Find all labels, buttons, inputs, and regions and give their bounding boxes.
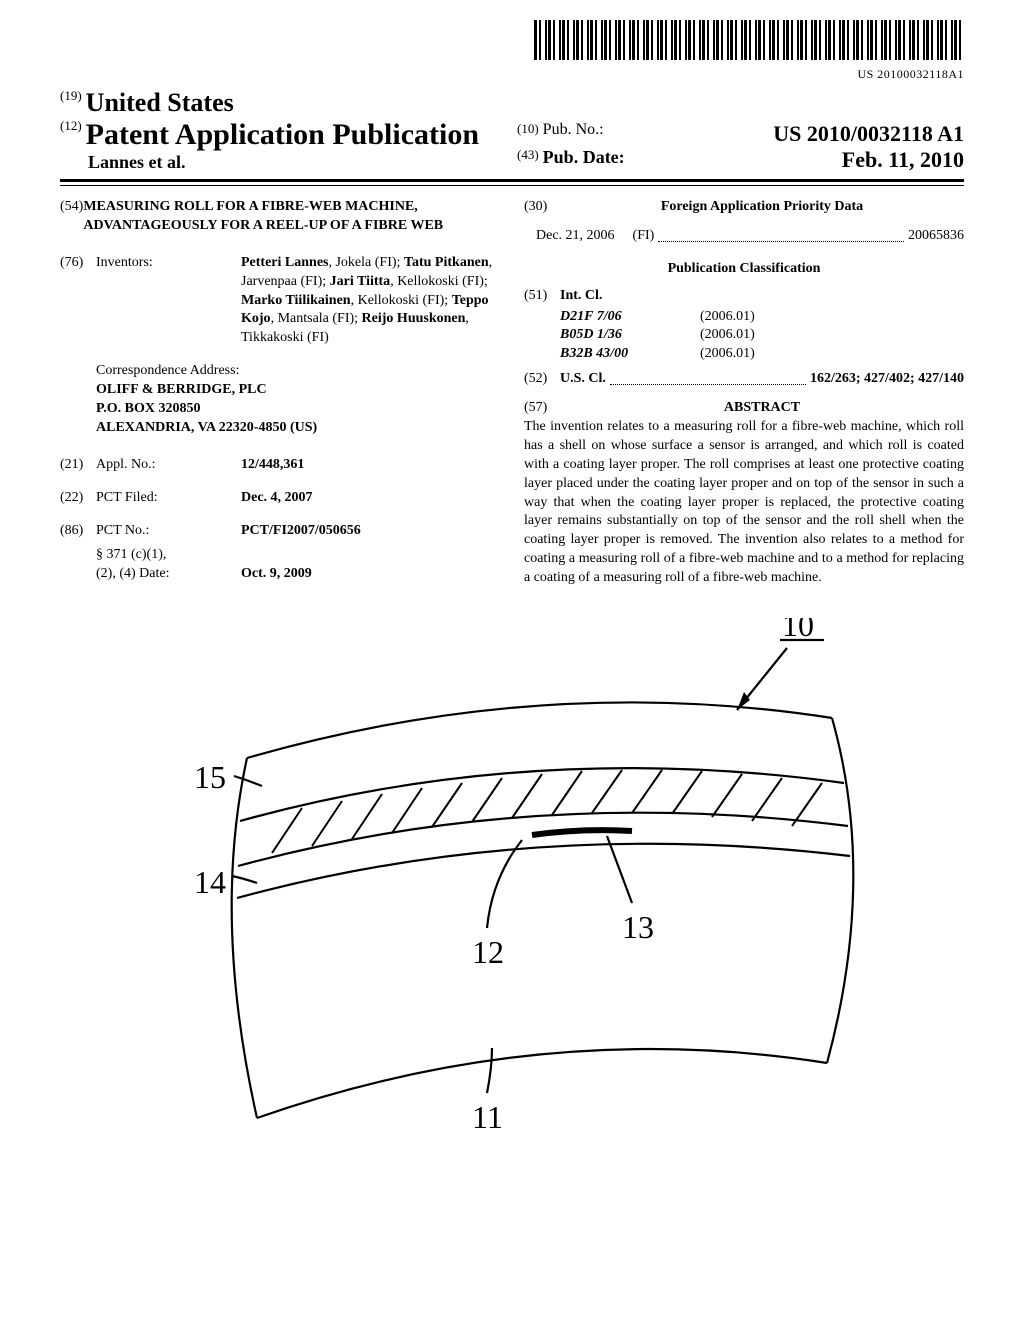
fig-label-11: 11	[472, 1099, 503, 1135]
foreign-heading-row: (30) Foreign Application Priority Data	[524, 198, 964, 217]
pubtype: Patent Application Publication	[86, 118, 479, 151]
intcl-label: Int. Cl.	[560, 287, 602, 306]
patent-page: US 20100032118A1 (19) United States (12)…	[0, 0, 1024, 1178]
applno-field: (21) Appl. No.: 12/448,361	[60, 456, 500, 475]
intcl-code: D21F 7/06	[560, 308, 700, 327]
country-num: (19)	[60, 88, 82, 103]
foreign-priority-row: Dec. 21, 2006 (FI) 20065836	[536, 227, 964, 246]
s371-spacer	[60, 546, 96, 584]
foreign-num: (30)	[524, 198, 560, 217]
pctno-num: (86)	[60, 522, 96, 541]
fig-label-12: 12	[472, 934, 504, 970]
left-column: (54) MEASURING ROLL FOR A FIBRE-WEB MACH…	[60, 198, 500, 598]
pctfiled: Dec. 4, 2007	[241, 489, 500, 508]
fig-label-15: 15	[194, 759, 226, 795]
abstract-num: (57)	[524, 399, 560, 418]
intcl-header: (51) Int. Cl.	[524, 287, 964, 306]
intcl-year: (2006.01)	[700, 326, 755, 345]
authors: Lannes et al.	[60, 152, 507, 173]
correspondence-block: Correspondence Address: OLIFF & BERRIDGE…	[96, 362, 500, 438]
uscl-row: (52) U.S. Cl. 162/263; 427/402; 427/140	[524, 370, 964, 389]
pubdate-label: Pub. Date:	[543, 147, 625, 167]
country-line: (19) United States	[60, 88, 507, 118]
intcl-code: B05D 1/36	[560, 326, 700, 345]
applno-num: (21)	[60, 456, 96, 475]
dots	[658, 231, 904, 242]
barcode-text: US 20100032118A1	[60, 67, 964, 82]
intcl-year: (2006.01)	[700, 345, 755, 364]
rule-thick	[60, 179, 964, 182]
uscl-num: (52)	[524, 370, 560, 389]
intcl-num: (51)	[524, 287, 560, 306]
barcode	[534, 20, 964, 60]
pubdate-num: (43)	[517, 147, 539, 162]
abstract-heading-row: (57) ABSTRACT	[524, 399, 964, 418]
pubno-num: (10)	[517, 121, 539, 136]
fig-label-14: 14	[194, 864, 226, 900]
inventors-field: (76) Inventors: Petteri Lannes, Jokela (…	[60, 254, 500, 348]
inventors-names: Petteri Lannes, Jokela (FI); Tatu Pitkan…	[241, 254, 500, 348]
foreign-date: Dec. 21, 2006	[536, 227, 615, 246]
dots2	[610, 374, 806, 385]
pubtype-num: (12)	[60, 118, 82, 133]
inventors-label: Inventors:	[96, 254, 241, 348]
pctno-label: PCT No.:	[96, 522, 241, 541]
columns: (54) MEASURING ROLL FOR A FIBRE-WEB MACH…	[60, 198, 964, 598]
intcl-year: (2006.01)	[700, 308, 755, 327]
header-left: (19) United States (12) Patent Applicati…	[60, 88, 507, 173]
intcl-row: D21F 7/06(2006.01)	[560, 308, 964, 327]
abstract-text: The invention relates to a measuring rol…	[524, 418, 964, 588]
foreign-cc: (FI)	[633, 227, 655, 246]
s371-date: Oct. 9, 2009	[241, 565, 500, 584]
correspondence-address: OLIFF & BERRIDGE, PLC P.O. BOX 320850 AL…	[96, 381, 500, 438]
invention-title: MEASURING ROLL FOR A FIBRE-WEB MACHINE, …	[83, 198, 500, 236]
applno: 12/448,361	[241, 456, 500, 475]
pctno-field: (86) PCT No.: PCT/FI2007/050656	[60, 522, 500, 541]
intcl-code: B32B 43/00	[560, 345, 700, 364]
rule-thin	[60, 185, 964, 186]
pubtype-line: (12) Patent Application Publication	[60, 118, 507, 152]
intcl-row: B32B 43/00(2006.01)	[560, 345, 964, 364]
foreign-app: 20065836	[908, 227, 964, 246]
applno-label: Appl. No.:	[96, 456, 241, 475]
foreign-heading: Foreign Application Priority Data	[560, 198, 964, 217]
pubclass-heading: Publication Classification	[524, 260, 964, 279]
right-column: (30) Foreign Application Priority Data D…	[524, 198, 964, 598]
pctno: PCT/FI2007/050656	[241, 522, 500, 541]
correspondence-label: Correspondence Address:	[96, 362, 500, 381]
invention-title-row: (54) MEASURING ROLL FOR A FIBRE-WEB MACH…	[60, 198, 500, 236]
pubno-label: Pub. No.:	[543, 121, 604, 138]
header-right: (10) Pub. No.: US 2010/0032118 A1 (43) P…	[507, 121, 964, 173]
barcode-block: US 20100032118A1	[60, 20, 964, 82]
figure-svg: 10 15 14 12 13 11	[132, 618, 892, 1138]
abstract-heading: ABSTRACT	[560, 399, 964, 418]
intcl-list: D21F 7/06(2006.01)B05D 1/36(2006.01)B32B…	[560, 308, 964, 365]
pubdate: Feb. 11, 2010	[842, 147, 964, 173]
uscl-label: U.S. Cl.	[560, 370, 606, 389]
fig-label-13: 13	[622, 909, 654, 945]
uscl: 162/263; 427/402; 427/140	[810, 370, 964, 389]
inventors-num: (76)	[60, 254, 96, 348]
pubno-line: (10) Pub. No.: US 2010/0032118 A1	[517, 121, 964, 139]
pctfiled-num: (22)	[60, 489, 96, 508]
country: United States	[86, 88, 234, 117]
intcl-row: B05D 1/36(2006.01)	[560, 326, 964, 345]
fig-label-10: 10	[782, 618, 814, 643]
pubdate-line: (43) Pub. Date: Feb. 11, 2010	[517, 147, 964, 168]
pctfiled-field: (22) PCT Filed: Dec. 4, 2007	[60, 489, 500, 508]
header-row: (19) United States (12) Patent Applicati…	[60, 88, 964, 173]
s371-label: § 371 (c)(1), (2), (4) Date:	[96, 546, 241, 584]
title-num: (54)	[60, 198, 83, 236]
pubno: US 2010/0032118 A1	[773, 121, 964, 147]
s371-field: § 371 (c)(1), (2), (4) Date: Oct. 9, 200…	[60, 546, 500, 584]
figure: 10 15 14 12 13 11	[60, 618, 964, 1138]
pctfiled-label: PCT Filed:	[96, 489, 241, 508]
